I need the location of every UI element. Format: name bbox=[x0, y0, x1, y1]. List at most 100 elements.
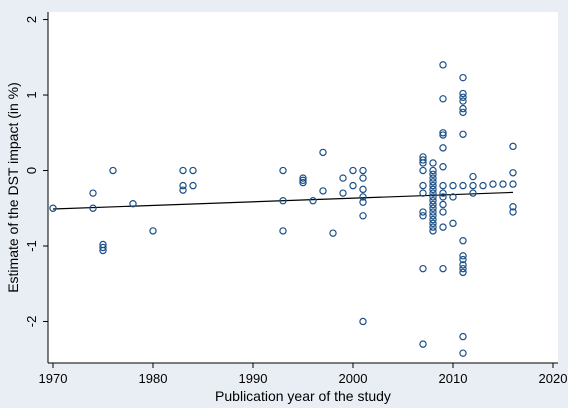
data-point bbox=[459, 332, 467, 341]
data-point bbox=[429, 204, 437, 212]
axes: 1970 1980 1990 2000 2010 2020 -2 -1 0 1 2 bbox=[24, 12, 567, 386]
data-point bbox=[429, 166, 437, 175]
data-point bbox=[419, 340, 427, 348]
data-point bbox=[89, 204, 97, 212]
data-point bbox=[439, 223, 447, 231]
data-point bbox=[329, 229, 337, 237]
data-point bbox=[429, 215, 437, 224]
data-point bbox=[89, 189, 97, 197]
data-point bbox=[429, 189, 437, 197]
data-point bbox=[439, 129, 447, 137]
x-axis-label: Publication year of the study bbox=[215, 388, 391, 404]
data-point bbox=[439, 264, 447, 273]
data-point bbox=[459, 252, 467, 260]
data-point bbox=[299, 174, 307, 182]
data-point bbox=[279, 166, 287, 175]
data-point bbox=[509, 208, 517, 216]
data-point bbox=[439, 181, 447, 190]
data-point bbox=[359, 198, 367, 206]
data-point bbox=[189, 166, 197, 175]
data-point bbox=[279, 197, 287, 205]
data-point bbox=[99, 246, 107, 255]
data-point bbox=[459, 104, 467, 113]
data-point bbox=[349, 181, 357, 190]
data-point bbox=[429, 212, 437, 220]
data-point bbox=[469, 172, 477, 181]
data-point bbox=[449, 219, 457, 228]
data-point bbox=[429, 159, 437, 167]
data-point bbox=[459, 237, 467, 245]
data-point bbox=[419, 212, 427, 220]
data-point bbox=[359, 185, 367, 194]
data-point bbox=[469, 189, 477, 197]
data-point bbox=[419, 156, 427, 164]
data-point bbox=[439, 131, 447, 139]
data-point bbox=[339, 174, 347, 182]
data-point bbox=[179, 166, 187, 175]
data-point bbox=[439, 144, 447, 152]
y-tick-label: -2 bbox=[24, 316, 39, 328]
data-point bbox=[459, 97, 467, 105]
data-points bbox=[49, 61, 517, 357]
data-point bbox=[459, 268, 467, 277]
data-point bbox=[439, 208, 447, 216]
data-point bbox=[439, 163, 447, 171]
x-tick-label: 2000 bbox=[339, 371, 368, 386]
fit-line bbox=[52, 191, 514, 210]
data-point bbox=[179, 186, 187, 194]
data-point bbox=[419, 264, 427, 273]
data-point bbox=[419, 189, 427, 197]
data-point bbox=[99, 243, 107, 252]
data-point bbox=[149, 227, 157, 235]
data-point bbox=[429, 178, 437, 186]
data-point bbox=[429, 170, 437, 178]
data-point bbox=[319, 148, 327, 157]
data-point bbox=[429, 174, 437, 182]
data-point bbox=[429, 197, 437, 205]
x-tick-label: 2010 bbox=[439, 371, 468, 386]
data-point bbox=[439, 200, 447, 209]
data-point bbox=[419, 159, 427, 167]
data-point bbox=[509, 203, 517, 211]
x-tick-label: 1970 bbox=[39, 371, 68, 386]
data-point bbox=[429, 208, 437, 216]
y-axis-label: Estimate of the DST impact (in %) bbox=[5, 82, 21, 293]
data-point bbox=[459, 264, 467, 273]
y-tick-label: 0 bbox=[24, 167, 39, 174]
data-point bbox=[299, 176, 307, 185]
x-tick-label: 2020 bbox=[539, 371, 568, 386]
data-point bbox=[189, 181, 197, 190]
plot-area bbox=[48, 12, 558, 363]
data-point bbox=[489, 180, 497, 188]
data-point bbox=[179, 181, 187, 190]
data-point bbox=[299, 178, 307, 187]
y-tick-label: 1 bbox=[24, 91, 39, 98]
data-point bbox=[359, 212, 367, 220]
data-point bbox=[429, 193, 437, 201]
data-point bbox=[509, 142, 517, 151]
data-point bbox=[359, 174, 367, 182]
data-point bbox=[459, 93, 467, 101]
data-point bbox=[429, 219, 437, 228]
data-point bbox=[439, 189, 447, 197]
data-point bbox=[509, 180, 517, 188]
data-point bbox=[429, 223, 437, 231]
data-point bbox=[129, 200, 137, 208]
data-point bbox=[429, 227, 437, 235]
data-point bbox=[439, 95, 447, 103]
data-point bbox=[499, 180, 507, 188]
data-point bbox=[109, 166, 117, 175]
data-point bbox=[279, 227, 287, 235]
data-point bbox=[429, 181, 437, 190]
data-point bbox=[459, 255, 467, 264]
data-point bbox=[359, 317, 367, 326]
y-tick-label: 2 bbox=[24, 16, 39, 23]
data-point bbox=[469, 181, 477, 190]
fit-line-group bbox=[52, 191, 514, 210]
data-point bbox=[459, 349, 467, 357]
data-point bbox=[449, 193, 457, 201]
data-point bbox=[509, 169, 517, 177]
data-point bbox=[459, 130, 467, 138]
data-point bbox=[349, 166, 357, 175]
